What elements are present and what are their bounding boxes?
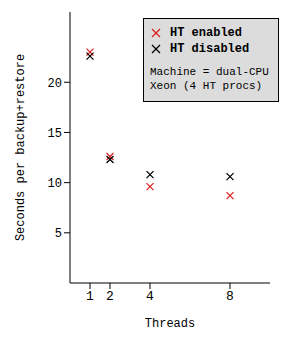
html-text:HT enabled: HT enabled [170,26,242,40]
svg-text:5: 5 [55,227,62,241]
svg-text:2: 2 [106,289,114,304]
svg-text:15: 15 [48,127,62,141]
html-text:Machine = dual-CPU Xeon (4 HT: Machine = dual-CPU Xeon (4 HT procs) [150,66,269,92]
html-text:HT disabled: HT disabled [170,42,250,56]
svg-text:10: 10 [48,177,62,191]
svg-text:Seconds per backup+restore: Seconds per backup+restore [14,54,28,241]
svg-text:Threads: Threads [145,317,195,331]
svg-text:4: 4 [146,289,154,304]
svg-text:8: 8 [226,289,234,304]
svg-text:1: 1 [86,289,94,304]
svg-text:20: 20 [48,77,62,91]
